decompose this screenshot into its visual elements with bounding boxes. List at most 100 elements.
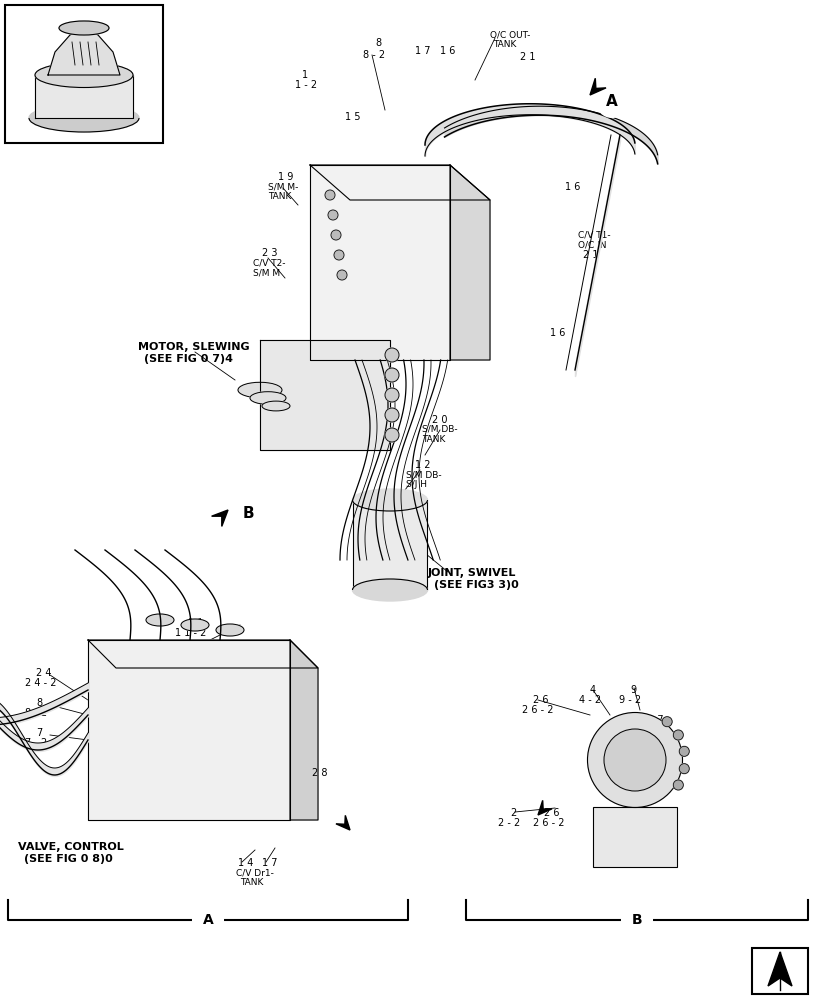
Text: A: A: [202, 913, 213, 927]
Text: 2 6: 2 6: [533, 695, 548, 705]
Polygon shape: [450, 165, 490, 360]
FancyBboxPatch shape: [593, 807, 677, 867]
Circle shape: [662, 717, 672, 727]
Circle shape: [597, 87, 627, 117]
FancyBboxPatch shape: [752, 948, 808, 994]
Text: 1 6: 1 6: [565, 182, 580, 192]
FancyBboxPatch shape: [353, 500, 427, 590]
Ellipse shape: [146, 614, 174, 626]
Text: 1 9: 1 9: [278, 172, 294, 182]
Text: 8: 8: [36, 698, 42, 708]
Text: 4: 4: [590, 685, 596, 695]
Text: 2 - 2: 2 - 2: [498, 818, 521, 828]
Text: MOTOR, SLEWING: MOTOR, SLEWING: [138, 342, 250, 352]
Text: TANK: TANK: [493, 40, 517, 49]
Circle shape: [622, 905, 652, 935]
Polygon shape: [88, 640, 318, 668]
Text: 7 - 2: 7 - 2: [25, 738, 47, 748]
Text: 7: 7: [36, 728, 42, 738]
Circle shape: [325, 190, 335, 200]
Ellipse shape: [216, 624, 244, 636]
Ellipse shape: [59, 21, 109, 35]
Circle shape: [385, 348, 399, 362]
Text: 2: 2: [510, 808, 517, 818]
Polygon shape: [211, 510, 228, 526]
Polygon shape: [35, 75, 133, 118]
FancyBboxPatch shape: [5, 5, 163, 143]
Ellipse shape: [181, 619, 209, 631]
Polygon shape: [88, 640, 290, 820]
Circle shape: [385, 408, 399, 422]
Text: 1 2: 1 2: [415, 460, 431, 470]
Circle shape: [679, 764, 690, 774]
Ellipse shape: [604, 729, 666, 791]
Text: O/C IN: O/C IN: [578, 240, 606, 249]
Text: TANK: TANK: [422, 435, 446, 444]
Text: 8: 8: [375, 38, 381, 48]
Text: 1 1 - 2: 1 1 - 2: [175, 628, 206, 638]
Text: 2 8: 2 8: [312, 768, 327, 778]
Circle shape: [385, 428, 399, 442]
Circle shape: [334, 250, 344, 260]
Text: 4 - 2: 4 - 2: [579, 695, 601, 705]
Ellipse shape: [262, 401, 290, 411]
Text: 1 4: 1 4: [238, 858, 254, 868]
Text: 2 6 - 2: 2 6 - 2: [522, 705, 553, 715]
Text: S/M DB-: S/M DB-: [406, 470, 441, 479]
Text: O/C OUT-: O/C OUT-: [490, 30, 530, 39]
Text: S/M M-: S/M M-: [268, 182, 299, 191]
Circle shape: [385, 388, 399, 402]
Polygon shape: [590, 78, 606, 95]
Ellipse shape: [588, 712, 682, 808]
Text: 1: 1: [302, 70, 308, 80]
Circle shape: [193, 905, 223, 935]
Ellipse shape: [353, 489, 428, 511]
Text: 2 0: 2 0: [432, 415, 447, 425]
Text: (SEE FIG 0 7)4: (SEE FIG 0 7)4: [144, 354, 233, 364]
Text: 2 7: 2 7: [648, 715, 663, 725]
Text: S/M DB-: S/M DB-: [422, 425, 458, 434]
Polygon shape: [538, 800, 552, 815]
Polygon shape: [310, 165, 450, 360]
Polygon shape: [310, 165, 490, 200]
Text: 2 6 - 2: 2 6 - 2: [533, 818, 565, 828]
Text: 1 5: 1 5: [345, 112, 361, 122]
Text: 9 - 2: 9 - 2: [619, 695, 641, 705]
Text: 8 - 2: 8 - 2: [25, 708, 47, 718]
Polygon shape: [768, 952, 792, 986]
Ellipse shape: [29, 104, 139, 132]
Text: (SEE FIG3 3)0: (SEE FIG3 3)0: [434, 580, 519, 590]
Circle shape: [331, 230, 341, 240]
Text: JOINT, SWIVEL: JOINT, SWIVEL: [428, 568, 517, 578]
Text: TANK: TANK: [240, 878, 264, 887]
Text: 1 - 2: 1 - 2: [295, 80, 317, 90]
Text: 9: 9: [630, 685, 636, 695]
Polygon shape: [336, 815, 350, 830]
Text: 1 7: 1 7: [415, 46, 431, 56]
Text: 2 1: 2 1: [520, 52, 535, 62]
Text: 2 6: 2 6: [544, 808, 560, 818]
Circle shape: [673, 730, 683, 740]
Text: 1 7: 1 7: [262, 858, 277, 868]
Circle shape: [673, 780, 683, 790]
Text: TANK: TANK: [268, 192, 291, 201]
Text: (SEE FIG 0 8)0: (SEE FIG 0 8)0: [24, 854, 113, 864]
Circle shape: [337, 270, 347, 280]
Text: 2 3: 2 3: [262, 248, 277, 258]
Text: 2 4 - 2: 2 4 - 2: [25, 678, 56, 688]
Text: B: B: [242, 506, 254, 522]
Text: B: B: [632, 913, 642, 927]
Circle shape: [328, 210, 338, 220]
Ellipse shape: [35, 62, 133, 88]
Polygon shape: [290, 640, 318, 820]
Text: C/V T2-: C/V T2-: [253, 258, 286, 267]
Text: 1 6: 1 6: [440, 46, 455, 56]
Text: 2 4: 2 4: [36, 668, 51, 678]
Text: 1 6: 1 6: [550, 328, 565, 338]
Text: C/V Dr1-: C/V Dr1-: [236, 868, 274, 877]
Text: 1 0: 1 0: [638, 740, 654, 750]
Text: C/V T1-: C/V T1-: [578, 230, 610, 239]
Text: S/J H: S/J H: [406, 480, 427, 489]
Text: S/M M: S/M M: [253, 268, 280, 277]
Circle shape: [385, 368, 399, 382]
